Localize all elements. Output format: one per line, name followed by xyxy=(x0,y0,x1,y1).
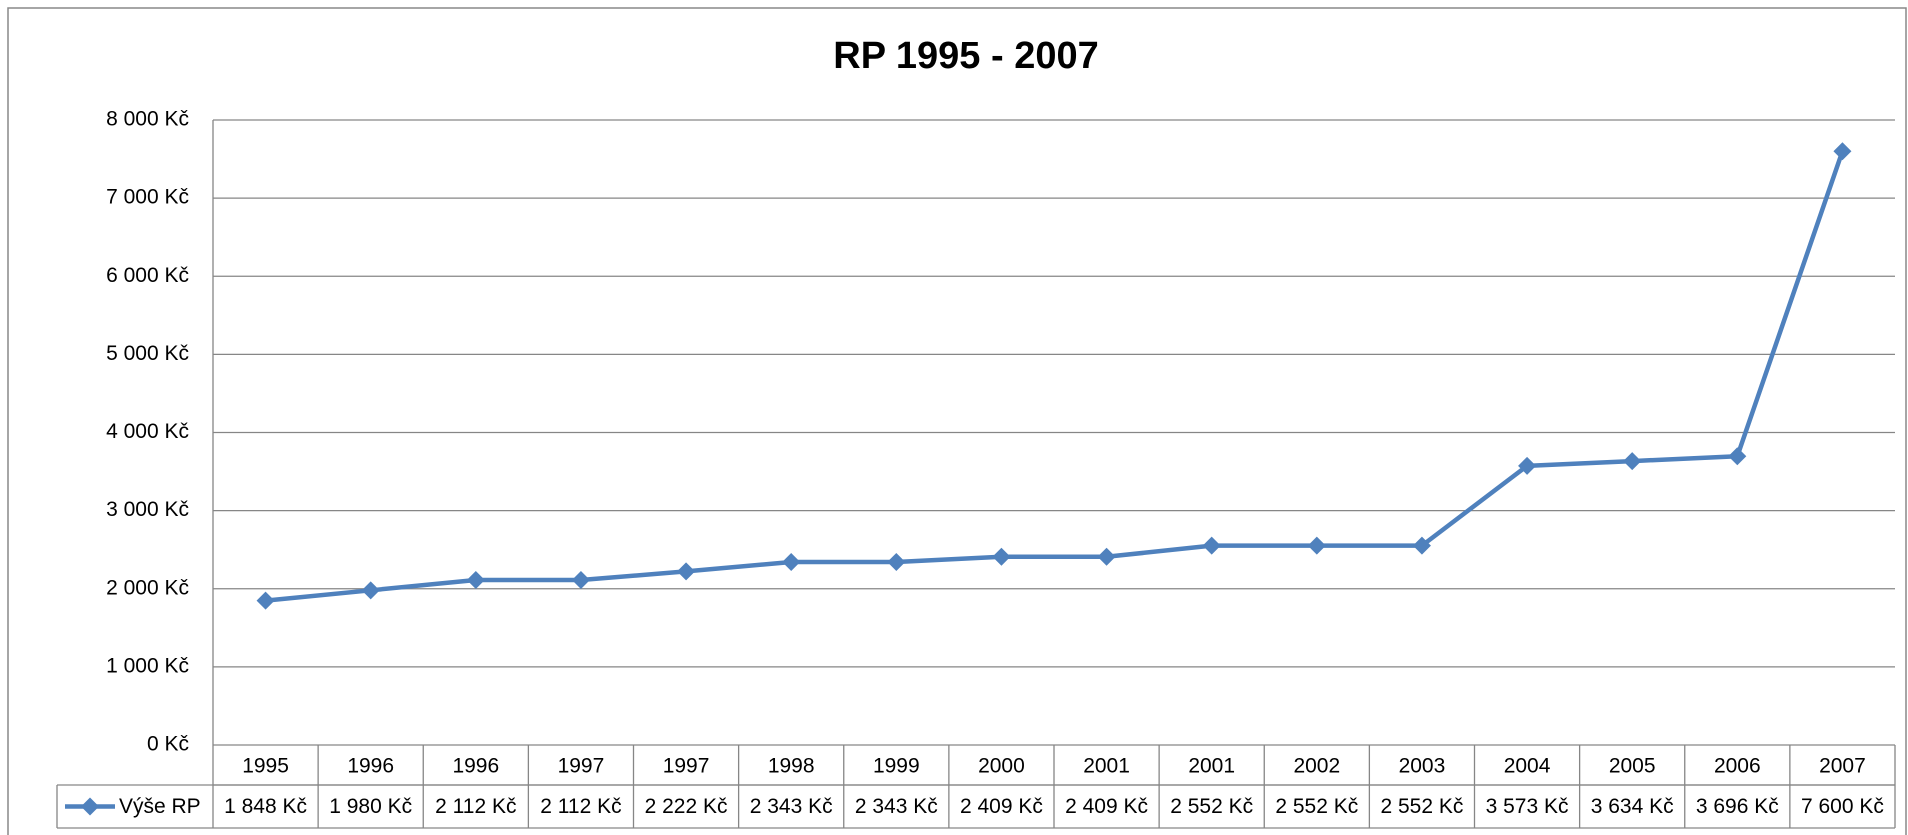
x-tick-label: 2003 xyxy=(1399,755,1446,778)
data-point xyxy=(1518,456,1537,475)
x-tick-label: 1999 xyxy=(873,755,920,778)
series-line xyxy=(265,150,1845,603)
table-value: 2 222 Kč xyxy=(645,795,728,818)
table-value: 2 409 Kč xyxy=(1065,795,1148,818)
table-value: 2 409 Kč xyxy=(960,795,1043,818)
x-tick-label: 1998 xyxy=(768,755,815,778)
data-point xyxy=(1202,536,1221,555)
y-tick-label: 8 000 Kč xyxy=(106,108,189,131)
legend-label: Výše RP xyxy=(119,795,201,818)
y-tick-label: 1 000 Kč xyxy=(106,654,189,677)
chart-title: RP 1995 - 2007 xyxy=(833,35,1099,77)
data-point xyxy=(782,552,801,571)
data-point xyxy=(1097,547,1116,566)
table-value: 7 600 Kč xyxy=(1801,795,1884,818)
data-point xyxy=(256,591,275,610)
x-tick-label: 2005 xyxy=(1609,755,1656,778)
table-value: 2 552 Kč xyxy=(1380,795,1463,818)
table-value: 2 343 Kč xyxy=(750,795,833,818)
data-point xyxy=(677,562,696,581)
x-tick-label: 2004 xyxy=(1504,755,1551,778)
y-tick-label: 6 000 Kč xyxy=(106,264,189,287)
y-tick-label: 7 000 Kč xyxy=(106,186,189,209)
chart-frame xyxy=(7,7,1907,835)
x-tick-label: 1996 xyxy=(347,755,394,778)
x-tick-label: 2007 xyxy=(1819,755,1866,778)
table-value: 3 634 Kč xyxy=(1591,795,1674,818)
x-tick-label: 2001 xyxy=(1083,755,1130,778)
data-point xyxy=(1412,536,1431,555)
y-tick-label: 3 000 Kč xyxy=(106,498,189,521)
data-point xyxy=(1623,452,1642,471)
table-value: 2 112 Kč xyxy=(435,795,516,818)
legend-marker xyxy=(81,797,99,816)
y-tick-label: 4 000 Kč xyxy=(106,420,189,443)
table-value: 3 573 Kč xyxy=(1486,795,1569,818)
table-value: 2 343 Kč xyxy=(855,795,938,818)
table-value: 2 552 Kč xyxy=(1275,795,1358,818)
data-point xyxy=(887,552,906,571)
x-tick-label: 1997 xyxy=(558,755,605,778)
data-point xyxy=(1728,447,1747,466)
x-tick-label: 1997 xyxy=(663,755,710,778)
x-tick-label: 2000 xyxy=(978,755,1025,778)
y-tick-label: 5 000 Kč xyxy=(106,342,189,365)
data-point xyxy=(992,547,1011,566)
x-tick-label: 1995 xyxy=(242,755,289,778)
data-point xyxy=(1307,536,1326,555)
x-tick-label: 2001 xyxy=(1188,755,1235,778)
table-value: 2 112 Kč xyxy=(540,795,621,818)
table-value: 2 552 Kč xyxy=(1170,795,1253,818)
table-value: 3 696 Kč xyxy=(1696,795,1779,818)
y-tick-label: 2 000 Kč xyxy=(106,576,189,599)
x-tick-label: 2002 xyxy=(1293,755,1340,778)
y-tick-label: 0 Kč xyxy=(147,733,189,756)
data-point xyxy=(1833,142,1852,161)
data-point xyxy=(466,571,485,589)
data-point xyxy=(571,571,590,589)
table-value: 1 980 Kč xyxy=(329,795,412,818)
data-point xyxy=(361,581,380,600)
x-tick-label: 1996 xyxy=(452,755,499,778)
x-tick-label: 2006 xyxy=(1714,755,1761,778)
table-value: 1 848 Kč xyxy=(224,795,307,818)
